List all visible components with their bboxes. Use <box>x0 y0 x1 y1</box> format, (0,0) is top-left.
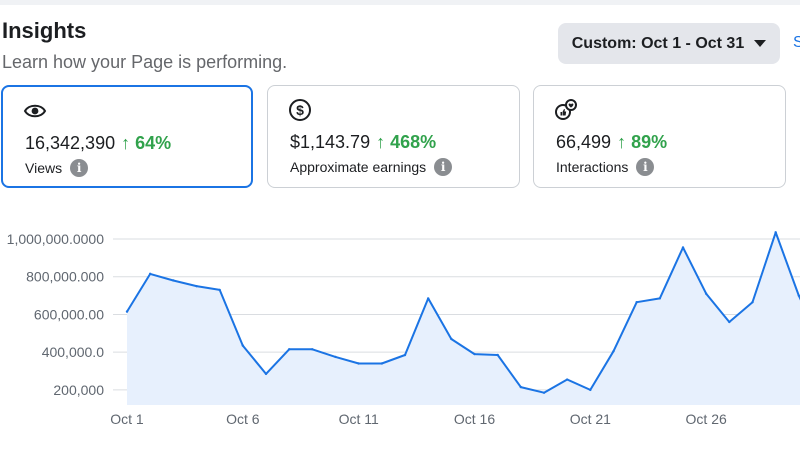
views-number: 16,342,390 <box>25 133 116 153</box>
data-point[interactable] <box>473 352 476 356</box>
top-strip <box>0 0 800 5</box>
views-label-row: Views i <box>25 159 89 177</box>
data-point[interactable] <box>357 362 360 365</box>
earnings-number: $1,143.79 <box>290 132 371 152</box>
data-point[interactable] <box>519 385 523 389</box>
x-tick-label: Oct 16 <box>454 411 495 427</box>
info-icon[interactable]: i <box>70 159 89 177</box>
y-tick-label: 1,000,000.0000 <box>7 231 105 247</box>
y-axis: 1,000,000.0000 800,000.000 600,000.00 400,0… <box>7 231 105 398</box>
interactions-label: Interactions <box>556 159 629 175</box>
data-point[interactable] <box>125 310 129 313</box>
data-point[interactable] <box>264 372 268 376</box>
data-point[interactable] <box>311 348 314 351</box>
data-point[interactable] <box>635 300 638 304</box>
page-subtitle: Learn how your Page is performing. <box>2 52 288 72</box>
data-point[interactable] <box>172 279 175 282</box>
views-value: 16,342,390 ↑ 64% <box>25 133 171 154</box>
views-area-chart: 1,000,000.0000 800,000.000 600,000.00 400,0… <box>7 231 800 427</box>
info-icon[interactable]: i <box>434 158 453 176</box>
x-tick-label: Oct 11 <box>339 411 379 427</box>
earnings-value: $1,143.79 ↑ 468% <box>290 132 436 153</box>
chart-area-layer <box>125 231 800 405</box>
data-point[interactable] <box>565 378 569 381</box>
data-point[interactable] <box>450 337 453 341</box>
data-point[interactable] <box>403 353 407 357</box>
interactions-delta: ↑ 89% <box>617 132 668 152</box>
interactions-value: 66,499 ↑ 89% <box>556 132 667 153</box>
y-tick-label: 200,000 <box>53 382 104 398</box>
data-point[interactable] <box>287 348 291 351</box>
views-delta: ↑ 64% <box>121 133 172 153</box>
data-point[interactable] <box>612 350 615 353</box>
cut-off-link[interactable]: S <box>793 34 800 51</box>
earnings-delta: ↑ 468% <box>376 132 437 152</box>
svg-text:$: $ <box>296 102 304 118</box>
interactions-number: 66,499 <box>556 132 612 152</box>
data-point[interactable] <box>334 355 337 359</box>
data-point[interactable] <box>542 391 546 394</box>
earnings-label-row: Approximate earnings i <box>290 158 453 176</box>
data-point[interactable] <box>218 288 221 292</box>
data-point[interactable] <box>681 246 685 249</box>
x-tick-label: Oct 6 <box>226 411 260 427</box>
data-point[interactable] <box>774 231 777 234</box>
data-point[interactable] <box>148 272 152 276</box>
y-tick-label: 800,000.000 <box>26 269 104 285</box>
metric-card-interactions[interactable]: 66,499 ↑ 89% Interactions i <box>533 85 786 188</box>
interactions-label-row: Interactions i <box>556 158 655 176</box>
metric-card-views[interactable]: 16,342,390 ↑ 64% Views i <box>1 85 253 188</box>
eye-icon <box>23 104 47 118</box>
dollar-icon: $ <box>289 99 311 121</box>
data-point[interactable] <box>426 297 430 300</box>
views-label: Views <box>25 160 63 176</box>
data-point[interactable] <box>241 344 245 347</box>
y-tick-label: 400,000.0 <box>42 344 104 360</box>
data-point[interactable] <box>658 297 662 300</box>
y-tick-label: 600,000.00 <box>34 306 104 322</box>
data-point[interactable] <box>496 353 499 357</box>
data-point[interactable] <box>728 320 731 324</box>
metric-card-earnings[interactable]: $ $1,143.79 ↑ 468% Approximate earnings i <box>267 85 520 188</box>
earnings-label: Approximate earnings <box>290 159 427 175</box>
x-tick-label: Oct 1 <box>110 411 144 427</box>
data-point[interactable] <box>797 294 800 297</box>
x-tick-label: Oct 21 <box>570 411 611 427</box>
data-point[interactable] <box>704 292 708 295</box>
series-area <box>127 232 800 405</box>
date-range-dropdown[interactable]: Custom: Oct 1 - Oct 31 <box>558 23 780 64</box>
data-point[interactable] <box>380 362 384 365</box>
reactions-icon <box>555 99 577 120</box>
x-axis: Oct 1 Oct 6 Oct 11 Oct 16 Oct 21 Oct 26 <box>110 411 727 427</box>
page-title: Insights <box>2 18 87 43</box>
data-point[interactable] <box>589 388 592 392</box>
data-point[interactable] <box>751 300 754 304</box>
x-tick-label: Oct 26 <box>686 411 727 427</box>
caret-down-icon <box>754 40 767 47</box>
info-icon[interactable]: i <box>636 158 655 176</box>
date-range-label: Custom: Oct 1 - Oct 31 <box>571 34 745 52</box>
data-point[interactable] <box>195 284 198 288</box>
